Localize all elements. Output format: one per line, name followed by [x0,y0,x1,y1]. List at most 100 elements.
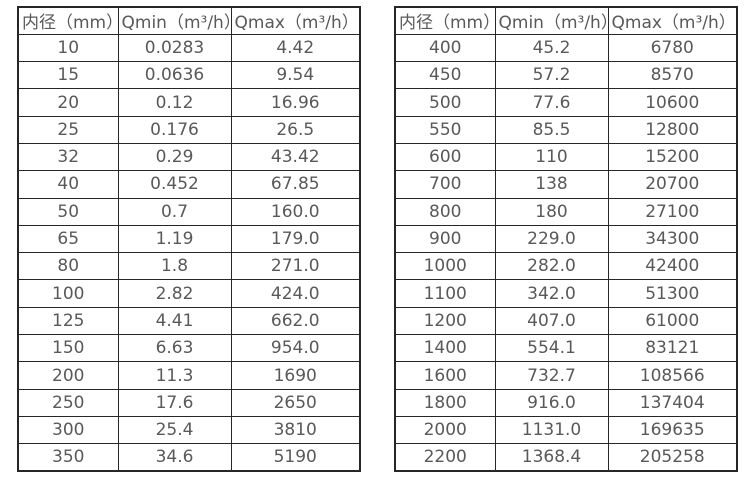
table-cell: 45.2 [494,33,609,63]
table-row: 1100 342.0 51300 [394,279,738,308]
table-row: 1600 732.7 108566 [394,361,738,390]
header-qmax: Qmax（m³/h） [230,6,361,35]
table-cell: 20700 [607,170,738,199]
flow-spec-table-large: 内径（mm） Qmin（m³/h） Qmax（m³/h） 400 45.2 6780… [394,6,738,473]
table-row: 700 138 20700 [394,170,738,199]
table-row: 1200 407.0 61000 [394,306,738,336]
table-cell: 2200 [394,443,496,472]
table-cell: 250 [17,388,119,417]
table-cell: 1600 [394,361,496,390]
table-row: 2200 1368.4 205258 [394,443,738,472]
table-cell: 12800 [607,115,738,144]
table-row: 800 180 27100 [394,197,738,226]
table-cell: 0.7 [117,197,232,226]
table-header-row: 内径（mm） Qmin（m³/h） Qmax（m³/h） [17,6,361,35]
table-row: 40 0.452 67.85 [17,170,361,199]
table-row: 65 1.19 179.0 [17,224,361,254]
table-cell: 8570 [607,61,738,90]
table-cell: 1368.4 [494,443,609,472]
flow-spec-table-small: 内径（mm） Qmin（m³/h） Qmax（m³/h） 10 0.0283 4.4… [17,6,361,473]
table-cell: 3810 [230,415,361,445]
table-header-row: 内径（mm） Qmin（m³/h） Qmax（m³/h） [394,6,738,35]
table-row: 550 85.5 12800 [394,115,738,144]
table-row: 500 77.6 10600 [394,88,738,117]
table-cell: 400 [394,33,496,63]
table-cell: 1200 [394,306,496,336]
table-cell: 282.0 [494,252,609,281]
table-cell: 954.0 [230,334,361,363]
table-row: 1400 554.1 83121 [394,334,738,363]
table-cell: 43.42 [230,142,361,172]
table-cell: 34300 [607,224,738,254]
table-row: 25 0.176 26.5 [17,115,361,144]
table-cell: 700 [394,170,496,199]
table-row: 50 0.7 160.0 [17,197,361,226]
table-cell: 0.29 [117,142,232,172]
table-cell: 160.0 [230,197,361,226]
table-cell: 2000 [394,415,496,445]
table-cell: 125 [17,306,119,336]
table-cell: 1690 [230,361,361,390]
table-row: 100 2.82 424.0 [17,279,361,308]
table-cell: 350 [17,443,119,472]
table-cell: 110 [494,142,609,172]
table-cell: 51300 [607,279,738,308]
table-cell: 6780 [607,33,738,63]
table-cell: 40 [17,170,119,199]
table-cell: 11.3 [117,361,232,390]
table-row: 600 110 15200 [394,142,738,172]
table-cell: 205258 [607,443,738,472]
table-cell: 1100 [394,279,496,308]
table-cell: 550 [394,115,496,144]
table-cell: 26.5 [230,115,361,144]
table-cell: 1400 [394,334,496,363]
table-row: 900 229.0 34300 [394,224,738,254]
table-cell: 0.452 [117,170,232,199]
table-row: 150 6.63 954.0 [17,334,361,363]
header-qmin: Qmin（m³/h） [117,6,232,35]
table-cell: 27100 [607,197,738,226]
table-cell: 85.5 [494,115,609,144]
table-cell: 137404 [607,388,738,417]
table-cell: 80 [17,252,119,281]
table-row: 2000 1131.0 169635 [394,415,738,445]
table-row: 200 11.3 1690 [17,361,361,390]
table-row: 250 17.6 2650 [17,388,361,417]
table-cell: 5190 [230,443,361,472]
table-cell: 25 [17,115,119,144]
table-cell: 15 [17,61,119,90]
table-cell: 150 [17,334,119,363]
table-cell: 554.1 [494,334,609,363]
table-cell: 1.19 [117,224,232,254]
table-cell: 34.6 [117,443,232,472]
table-cell: 300 [17,415,119,445]
table-cell: 179.0 [230,224,361,254]
table-cell: 4.42 [230,33,361,63]
table-cell: 77.6 [494,88,609,117]
table-cell: 342.0 [494,279,609,308]
table-cell: 407.0 [494,306,609,336]
table-cell: 16.96 [230,88,361,117]
table-cell: 50 [17,197,119,226]
table-cell: 108566 [607,361,738,390]
table-cell: 1131.0 [494,415,609,445]
table-cell: 65 [17,224,119,254]
table-cell: 1800 [394,388,496,417]
table-cell: 9.54 [230,61,361,90]
table-cell: 100 [17,279,119,308]
table-cell: 10600 [607,88,738,117]
table-cell: 0.12 [117,88,232,117]
table-cell: 200 [17,361,119,390]
table-cell: 500 [394,88,496,117]
table-cell: 900 [394,224,496,254]
table-cell: 424.0 [230,279,361,308]
table-row: 350 34.6 5190 [17,443,361,472]
table-row: 125 4.41 662.0 [17,306,361,336]
table-cell: 6.63 [117,334,232,363]
table-cell: 271.0 [230,252,361,281]
header-qmin: Qmin（m³/h） [494,6,609,35]
table-cell: 67.85 [230,170,361,199]
table-row: 1000 282.0 42400 [394,252,738,281]
table-cell: 61000 [607,306,738,336]
table-cell: 916.0 [494,388,609,417]
